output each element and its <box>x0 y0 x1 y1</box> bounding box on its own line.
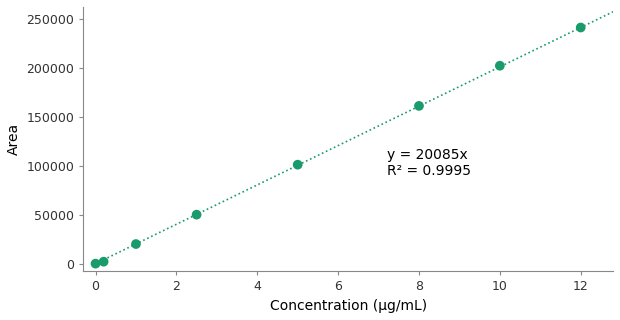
Point <box>495 63 505 68</box>
Point <box>293 162 303 167</box>
Y-axis label: Area: Area <box>7 123 21 155</box>
Point <box>131 242 141 247</box>
Point <box>576 25 586 30</box>
Text: y = 20085x
R² = 0.9995: y = 20085x R² = 0.9995 <box>387 148 471 178</box>
X-axis label: Concentration (μg/mL): Concentration (μg/mL) <box>270 299 427 313</box>
Point <box>99 259 108 264</box>
Point <box>414 103 424 108</box>
Point <box>91 261 100 266</box>
Point <box>192 212 202 217</box>
